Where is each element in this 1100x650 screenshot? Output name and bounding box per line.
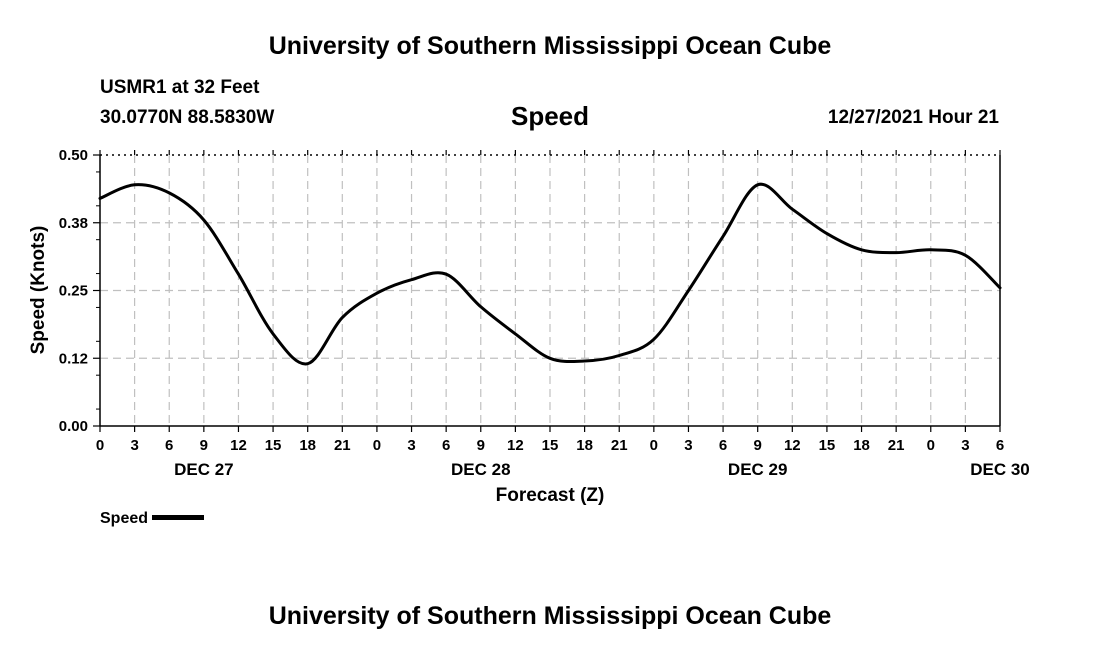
x-tick-label: 0: [96, 437, 104, 454]
x-tick-label: 15: [265, 437, 282, 454]
x-date-label: DEC 27: [174, 460, 234, 479]
station-label: USMR1 at 32 Feet: [100, 77, 260, 98]
x-tick-label: 12: [230, 437, 247, 454]
x-date-label: DEC 28: [451, 460, 511, 479]
x-axis-label: Forecast (Z): [496, 485, 605, 506]
x-tick-label: 6: [996, 437, 1004, 454]
chart-tick-labels: 0 3 6 9 12 15 18 21 0 3 6 9 12 15 18 21 0 3 6 9 12 15 18 21 0 3 6D…: [59, 147, 1030, 479]
x-tick-label: 18: [853, 437, 870, 454]
x-tick-label: 9: [754, 437, 762, 454]
speed-series-line: [98, 182, 1002, 366]
x-date-label: DEC 30: [970, 460, 1030, 479]
x-tick-label: 0: [373, 437, 381, 454]
x-tick-label: 3: [961, 437, 969, 454]
x-tick-label: 6: [719, 437, 727, 454]
x-tick-label: 0: [650, 437, 658, 454]
chart-title: Speed: [510, 101, 590, 131]
y-tick-label: 0.12: [59, 350, 88, 367]
legend: Speed: [100, 510, 205, 528]
x-tick-label: 21: [611, 437, 628, 454]
y-tick-label: 0.50: [59, 147, 88, 164]
y-tick-label: 0.25: [59, 283, 88, 300]
x-tick-label: 18: [299, 437, 316, 454]
legend-line-swatch: [152, 515, 205, 521]
timestamp-label: 12/27/2021 Hour 21: [827, 107, 999, 128]
x-tick-label: 9: [200, 437, 208, 454]
chart-grid: [100, 155, 1000, 426]
x-tick-label: 18: [576, 437, 593, 454]
x-tick-label: 9: [477, 437, 485, 454]
x-tick-label: 15: [819, 437, 836, 454]
y-tick-label: 0.38: [59, 215, 88, 232]
x-tick-label: 21: [334, 437, 351, 454]
chart-ticks: [93, 150, 1001, 432]
x-tick-label: 3: [407, 437, 415, 454]
x-tick-label: 15: [542, 437, 559, 454]
x-tick-label: 21: [888, 437, 905, 454]
coordinates-label: 30.0770N 88.5830W: [100, 107, 275, 128]
x-tick-label: 0: [927, 437, 935, 454]
legend-label: Speed: [100, 510, 149, 527]
x-tick-label: 3: [130, 437, 138, 454]
x-tick-label: 6: [442, 437, 450, 454]
x-tick-label: 12: [784, 437, 801, 454]
page-title-bottom: University of Southern Mississippi Ocean…: [268, 602, 832, 630]
x-tick-label: 6: [165, 437, 173, 454]
x-date-label: DEC 29: [728, 460, 788, 479]
page-title-top: University of Southern Mississippi Ocean…: [268, 32, 832, 60]
x-tick-label: 12: [507, 437, 524, 454]
y-axis-label: Speed (Knots): [28, 226, 49, 355]
x-tick-label: 3: [684, 437, 692, 454]
y-tick-label: 0.00: [59, 418, 88, 435]
